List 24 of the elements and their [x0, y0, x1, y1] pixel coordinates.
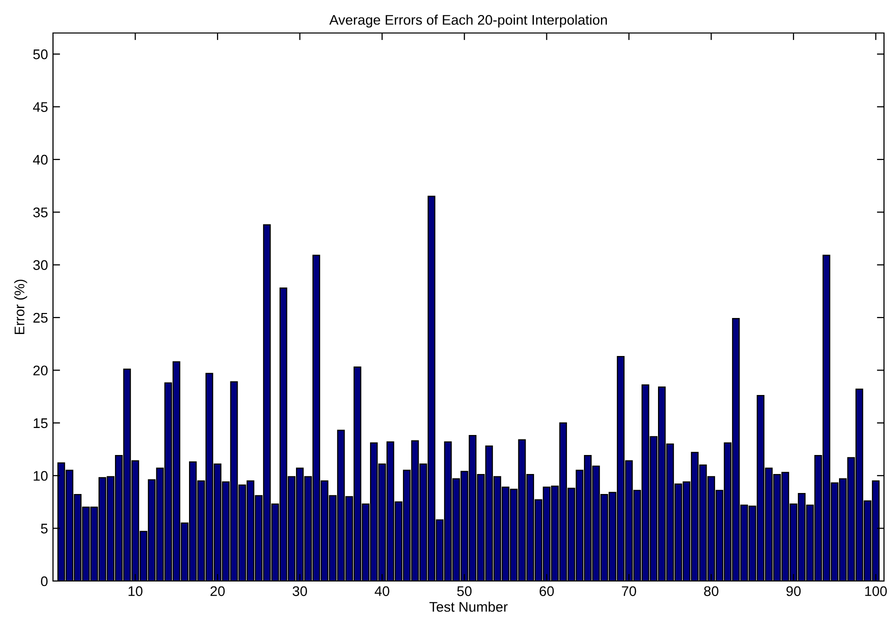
- y-tick-label: 30: [33, 260, 48, 270]
- x-tick-label: 30: [292, 586, 308, 596]
- y-tick-label: 0: [40, 576, 48, 586]
- x-tick-label: 10: [128, 586, 142, 596]
- y-tick-label: 5: [40, 524, 48, 534]
- x-tick-label: 70: [622, 586, 636, 596]
- y-tick-label: 35: [33, 207, 48, 218]
- x-tick-label: 90: [786, 586, 801, 596]
- y-tick-label: 45: [33, 102, 48, 112]
- y-tick-label: 10: [34, 470, 48, 481]
- y-tick-label: 25: [33, 312, 48, 323]
- x-tick-label: 50: [457, 586, 472, 596]
- y-axis-title: Error (%): [14, 280, 28, 334]
- x-tick-label: 80: [704, 586, 718, 596]
- x-axis-title: Test Number: [429, 602, 508, 612]
- x-tick-label: 40: [374, 586, 390, 596]
- x-tick-label: 20: [210, 586, 225, 596]
- chart-title: Average Errors of Each 20-point Interpolation: [329, 14, 607, 28]
- y-tick-label: 20: [33, 366, 48, 376]
- y-tick-label: 40: [33, 154, 48, 165]
- x-tick-label: 100: [865, 586, 887, 596]
- y-tick-label: 50: [33, 49, 48, 60]
- y-tick-label: 15: [34, 418, 48, 428]
- x-tick-label: 60: [540, 586, 554, 596]
